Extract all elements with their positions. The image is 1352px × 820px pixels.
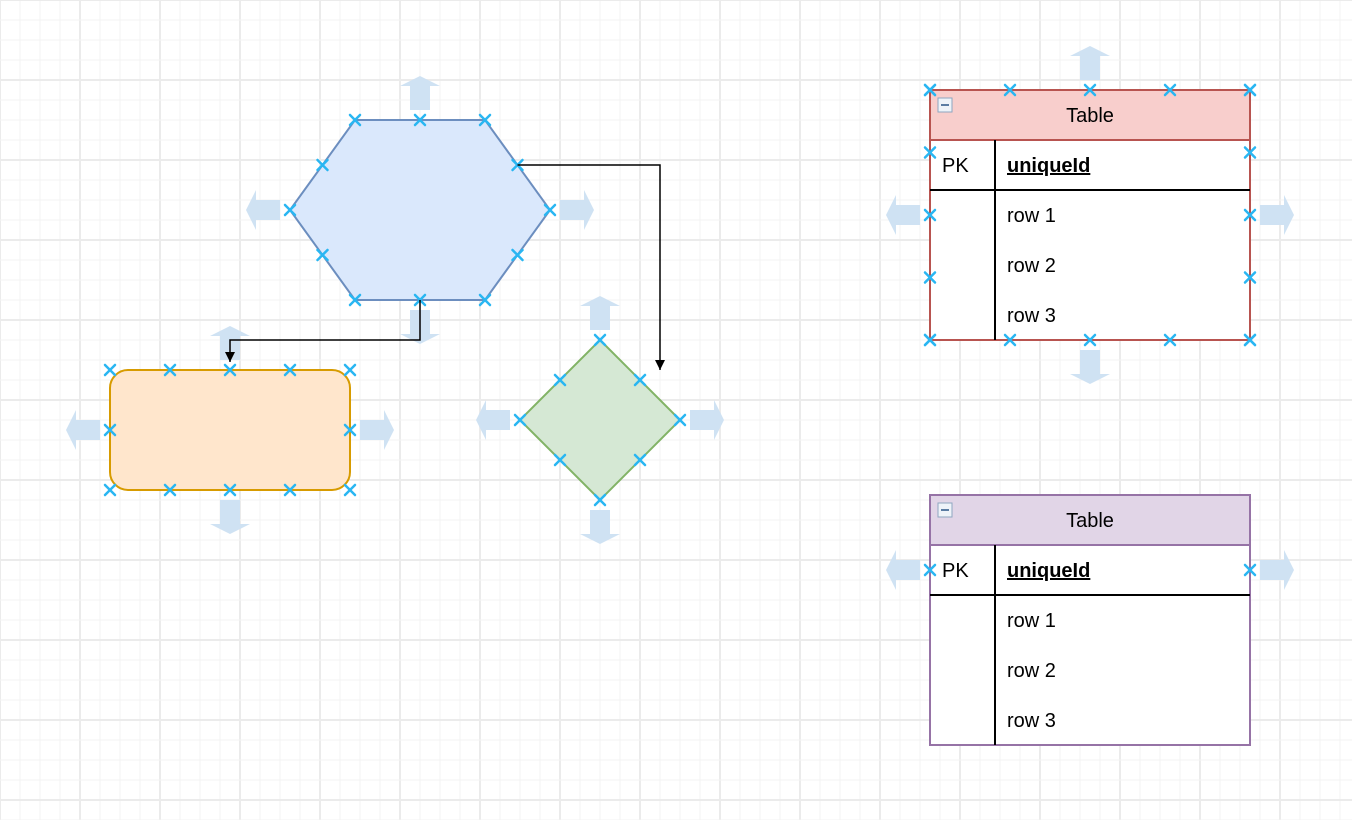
direction-arrow-up[interactable]	[400, 76, 440, 110]
table-title: Table	[1066, 510, 1114, 532]
table-row: row 1	[1007, 610, 1056, 632]
shapes-layer	[66, 76, 724, 544]
pk-label: PK	[942, 560, 969, 582]
connection-point[interactable]	[345, 365, 355, 375]
direction-arrow-down[interactable]	[1070, 350, 1110, 384]
uniqueid-label: uniqueId	[1007, 560, 1090, 582]
direction-arrow-down[interactable]	[210, 500, 250, 534]
collapse-icon[interactable]	[938, 98, 952, 112]
connection-point[interactable]	[345, 485, 355, 495]
direction-arrow-right[interactable]	[1260, 195, 1294, 235]
direction-arrow-left[interactable]	[246, 190, 280, 230]
table2[interactable]: Table PK uniqueId row 1 row 2 row 3	[886, 495, 1294, 745]
table1[interactable]: Table PK uniqueId row 1 row 2 row 3	[886, 46, 1294, 384]
connection-point[interactable]	[105, 365, 115, 375]
direction-arrow-left[interactable]	[886, 195, 920, 235]
direction-arrow-left[interactable]	[476, 400, 510, 440]
table-row: row 3	[1007, 305, 1056, 327]
direction-arrow-right[interactable]	[1260, 550, 1294, 590]
edge-0[interactable]	[230, 300, 420, 362]
collapse-icon[interactable]	[938, 503, 952, 517]
direction-arrow-right[interactable]	[560, 190, 594, 230]
direction-arrow-right[interactable]	[360, 410, 394, 450]
table-title: Table	[1066, 105, 1114, 127]
direction-arrow-down[interactable]	[580, 510, 620, 544]
direction-arrow-up[interactable]	[580, 296, 620, 330]
pk-label: PK	[942, 155, 969, 177]
table-row: row 1	[1007, 205, 1056, 227]
uniqueid-label: uniqueId	[1007, 155, 1090, 177]
table-row: row 3	[1007, 710, 1056, 732]
table-row: row 2	[1007, 660, 1056, 682]
connection-point[interactable]	[105, 485, 115, 495]
direction-arrow-left[interactable]	[886, 550, 920, 590]
direction-arrow-left[interactable]	[66, 410, 100, 450]
diagram-canvas[interactable]: Table PK uniqueId row 1 row 2 row 3 Table PK uni…	[0, 0, 1352, 820]
direction-arrow-up[interactable]	[1070, 46, 1110, 80]
table-row: row 2	[1007, 255, 1056, 277]
direction-arrow-right[interactable]	[690, 400, 724, 440]
